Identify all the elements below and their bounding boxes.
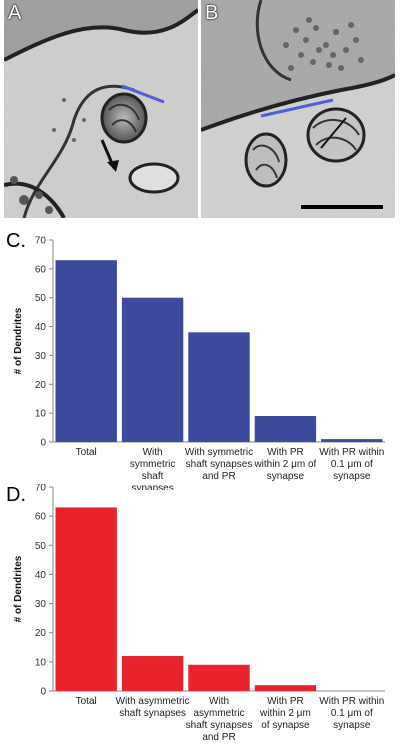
y-tick-label: 0 <box>40 438 46 449</box>
y-tick-label: 40 <box>35 322 47 333</box>
x-category-label: With <box>209 696 229 707</box>
arrow-head-icon <box>107 160 119 172</box>
y-tick-label: 30 <box>35 351 47 362</box>
x-category-label: shaft synapses <box>119 708 186 719</box>
y-axis-label: # of Dendrites <box>13 307 24 374</box>
y-tick-label: 50 <box>35 541 47 552</box>
panel-label-b: B <box>205 2 219 24</box>
x-category-label: Total <box>76 696 97 707</box>
micrograph-panel-b: B <box>201 0 395 218</box>
synapse-marker-line <box>121 84 165 104</box>
x-category-label: Total <box>76 447 97 458</box>
micrograph-a-image <box>4 0 198 218</box>
y-tick-label: 50 <box>35 293 47 304</box>
bar <box>121 297 184 442</box>
bar <box>121 656 184 691</box>
x-category-label: With PR within <box>319 447 384 458</box>
x-category-label: With <box>143 447 163 458</box>
y-tick-label: 10 <box>35 657 47 668</box>
chart-d: D. 0 10 20 30 40 50 60 70 # of Dendrites Total Wit… <box>0 483 400 747</box>
x-category-label: 0.1 μm of <box>331 459 373 470</box>
bar <box>188 664 250 691</box>
x-category-label: With symmetric <box>185 447 253 458</box>
x-category-label: shaft synapses <box>186 459 253 470</box>
y-tick-label: 10 <box>35 409 47 420</box>
y-tick-label: 60 <box>35 264 47 275</box>
x-category-label: With PR <box>267 696 304 707</box>
y-tick-label: 40 <box>35 570 47 581</box>
x-category-label: within 2 μm <box>259 708 311 719</box>
bar <box>55 260 117 442</box>
panel-label-a: A <box>8 2 22 24</box>
measurement-line <box>320 117 347 149</box>
bar <box>254 685 317 691</box>
y-tick-label: 30 <box>35 599 47 610</box>
y-tick-label: 70 <box>35 484 47 494</box>
y-axis-label: # of Dendrites <box>13 555 24 622</box>
x-category-label: synapse <box>267 471 305 482</box>
x-category-label: symmetric <box>130 459 176 470</box>
x-category-label: shaft <box>142 471 164 482</box>
y-tick-label: 60 <box>35 512 47 523</box>
x-category-label: and PR <box>202 471 235 482</box>
x-category-label: synapse <box>333 471 371 482</box>
y-tick-label: 20 <box>35 380 47 391</box>
bar <box>55 507 117 691</box>
x-category-label: asymmetric <box>193 708 244 719</box>
y-tick-label: 20 <box>35 628 47 639</box>
x-category-label: With PR within <box>319 696 384 707</box>
micrograph-b-image <box>201 0 395 218</box>
synapse-marker-line <box>260 98 334 118</box>
chart-c-panel-label: C. <box>6 230 26 252</box>
y-tick-label: 70 <box>35 236 47 247</box>
chart-d-panel-label: D. <box>6 484 26 506</box>
x-category-label: and PR <box>202 732 235 743</box>
micrograph-panel-a: A <box>4 0 198 218</box>
x-category-label: shaft synapses <box>186 720 253 731</box>
x-category-label: 0.1 μm of <box>331 708 373 719</box>
x-category-label: within 2 μm of <box>253 459 316 470</box>
x-category-label: With asymmetric <box>116 696 190 707</box>
chart-c: C. 0 10 20 30 40 50 60 70 # of Dendrites Total Wit… <box>0 228 400 494</box>
x-category-label: of synapse <box>261 720 310 731</box>
x-category-label: synapses <box>131 483 173 490</box>
bar <box>188 332 250 442</box>
y-tick-label: 0 <box>40 687 46 698</box>
x-category-label: synapse <box>333 720 371 731</box>
bar <box>254 416 317 442</box>
bar <box>321 439 383 442</box>
x-category-label: With PR <box>267 447 304 458</box>
chart-d-svg: 0 10 20 30 40 50 60 70 # of Dendrites Total With a… <box>13 483 385 743</box>
